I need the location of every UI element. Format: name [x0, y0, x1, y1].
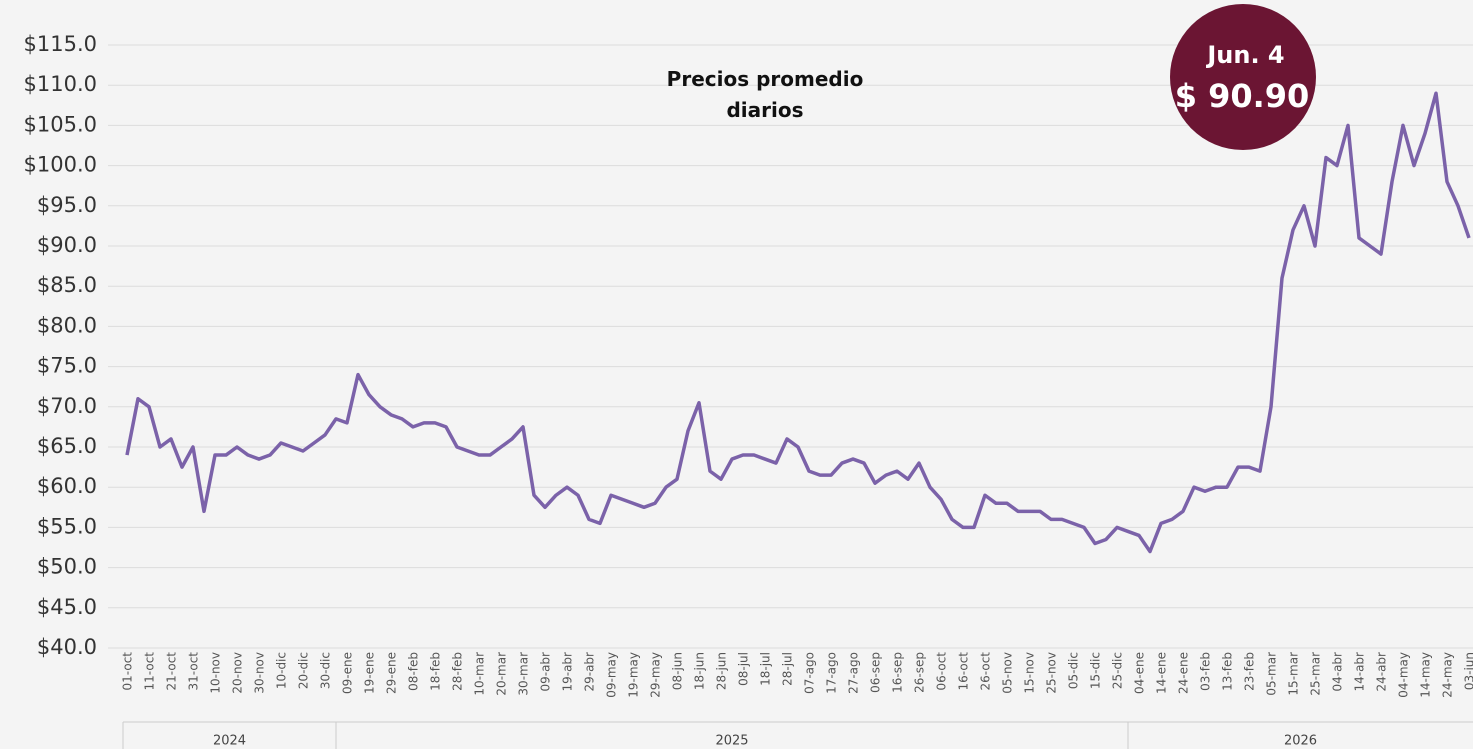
y-tick-label: $85.0	[37, 273, 97, 297]
x-tick-label: 04-ene	[1133, 652, 1147, 694]
x-tick-label: 20-dic	[297, 652, 311, 689]
x-tick-label: 10-dic	[275, 652, 289, 689]
x-tick-label: 14-may	[1419, 652, 1433, 698]
y-tick-label: $90.0	[37, 233, 97, 257]
x-tick-label: 09-ene	[341, 652, 355, 694]
x-tick-label: 07-ago	[803, 652, 817, 694]
x-tick-label: 10-nov	[209, 652, 223, 694]
x-tick-label: 03-feb	[1199, 652, 1213, 691]
x-group-label: 2024	[213, 734, 246, 749]
x-tick-label: 17-ago	[825, 652, 839, 694]
x-tick-label: 30-nov	[253, 652, 267, 694]
y-tick-label: $75.0	[37, 354, 97, 378]
x-tick-label: 24-abr	[1375, 652, 1389, 692]
chart-title: Precios promedio diarios	[635, 64, 895, 126]
x-tick-label: 03-jun	[1463, 652, 1473, 690]
x-tick-label: 08-feb	[407, 652, 421, 691]
x-tick-label: 04-may	[1397, 652, 1411, 698]
x-tick-label: 06-oct	[935, 652, 949, 691]
x-tick-label: 24-may	[1441, 652, 1455, 698]
x-tick-label: 28-feb	[451, 652, 465, 691]
x-tick-label: 27-ago	[847, 652, 861, 694]
x-tick-label: 13-feb	[1221, 652, 1235, 691]
x-tick-label: 05-nov	[1001, 652, 1015, 694]
x-tick-label: 18-feb	[429, 652, 443, 691]
x-tick-label: 19-may	[627, 652, 641, 698]
x-tick-label: 25-dic	[1111, 652, 1125, 689]
price-line	[127, 93, 1469, 551]
x-tick-label: 18-jul	[759, 652, 773, 686]
y-tick-label: $110.0	[24, 72, 97, 96]
y-tick-label: $95.0	[37, 193, 97, 217]
x-tick-label: 26-sep	[913, 652, 927, 693]
x-tick-label: 16-sep	[891, 652, 905, 693]
x-tick-label: 23-feb	[1243, 652, 1257, 691]
x-tick-label: 28-jun	[715, 652, 729, 690]
y-tick-label: $80.0	[37, 313, 97, 337]
x-tick-label: 20-mar	[495, 652, 509, 696]
y-tick-label: $55.0	[37, 514, 97, 538]
y-tick-label: $50.0	[37, 555, 97, 579]
y-tick-label: $40.0	[37, 635, 97, 659]
x-group-label: 2026	[1284, 734, 1317, 749]
annotation-value: $ 90.90	[1175, 77, 1310, 115]
x-tick-label: 05-dic	[1067, 652, 1081, 689]
y-tick-label: $105.0	[24, 112, 97, 136]
x-tick-label: 10-mar	[473, 652, 487, 696]
x-tick-label: 31-oct	[187, 652, 201, 691]
x-tick-label: 24-ene	[1177, 652, 1191, 694]
y-tick-label: $45.0	[37, 595, 97, 619]
x-tick-label: 25-nov	[1045, 652, 1059, 694]
x-tick-label: 15-mar	[1287, 652, 1301, 696]
x-tick-label: 25-mar	[1309, 652, 1323, 696]
x-tick-label: 30-dic	[319, 652, 333, 689]
x-tick-label: 14-ene	[1155, 652, 1169, 694]
annotation-date: Jun. 4	[1205, 41, 1284, 69]
x-tick-label: 08-jul	[737, 652, 751, 686]
x-tick-label: 18-jun	[693, 652, 707, 690]
x-tick-label: 01-oct	[121, 652, 135, 691]
y-tick-label: $60.0	[37, 474, 97, 498]
x-tick-label: 26-oct	[979, 652, 993, 691]
x-tick-label: 05-mar	[1265, 652, 1279, 696]
x-tick-label: 21-oct	[165, 652, 179, 691]
x-tick-label: 29-ene	[385, 652, 399, 694]
y-tick-label: $65.0	[37, 434, 97, 458]
page: $40.0 $45.0 $50.0 $55.0 $60.0 $65.0 $70.0 $75.0…	[0, 0, 1473, 749]
x-tick-label: 29-may	[649, 652, 663, 698]
y-tick-label: $100.0	[24, 153, 97, 177]
x-tick-label: 08-jun	[671, 652, 685, 690]
x-tick-label: 09-abr	[539, 652, 553, 692]
x-tick-label: 20-nov	[231, 652, 245, 694]
x-tick-label: 09-may	[605, 652, 619, 698]
y-tick-label: $115.0	[24, 32, 97, 56]
x-tick-label: 19-ene	[363, 652, 377, 694]
x-tick-label: 14-abr	[1353, 652, 1367, 692]
x-tick-label: 30-mar	[517, 652, 531, 696]
x-tick-label: 06-sep	[869, 652, 883, 693]
x-group-label: 2025	[715, 734, 748, 749]
x-tick-label: 29-abr	[583, 652, 597, 692]
x-tick-label: 15-dic	[1089, 652, 1103, 689]
x-tick-label: 04-abr	[1331, 652, 1345, 692]
x-tick-label: 19-abr	[561, 652, 575, 692]
x-tick-label: 16-oct	[957, 652, 971, 691]
x-tick-label: 28-jul	[781, 652, 795, 686]
y-tick-label: $70.0	[37, 394, 97, 418]
x-tick-label: 15-nov	[1023, 652, 1037, 694]
x-tick-label: 11-oct	[143, 652, 157, 691]
